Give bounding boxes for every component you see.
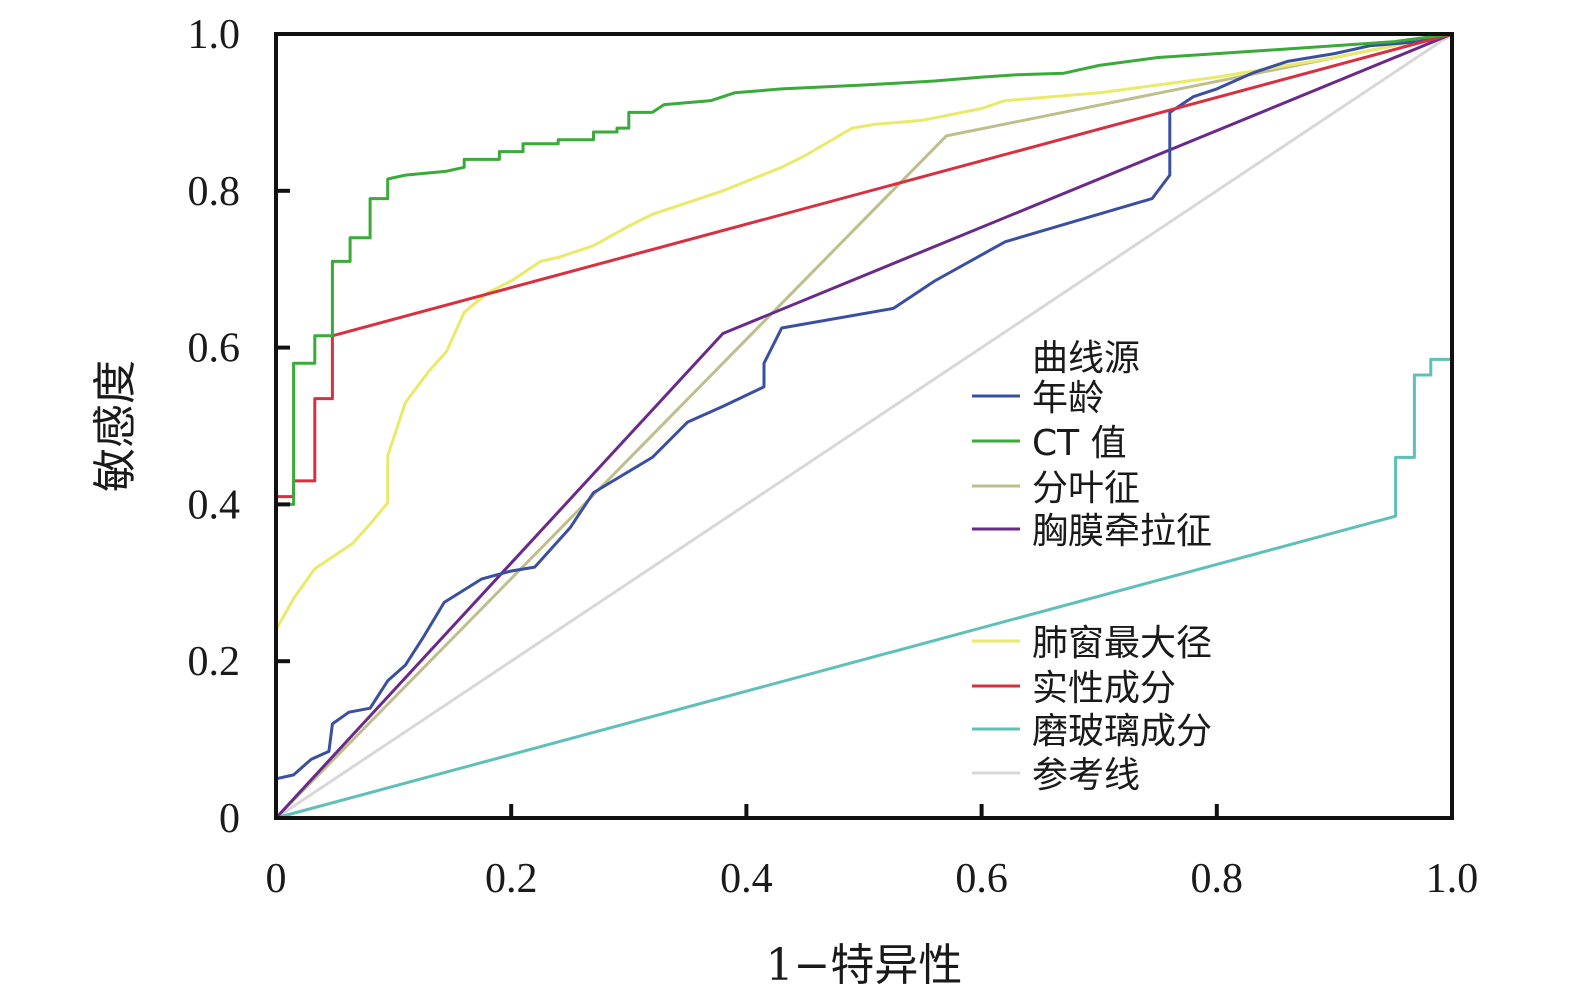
- x-tick-label: 0: [266, 856, 287, 902]
- x-tick-label: 0.2: [485, 856, 538, 902]
- y-tick-label: 0.2: [188, 639, 241, 685]
- x-axis-title: 1−特异性: [766, 940, 963, 991]
- legend-label: CT 值: [1032, 423, 1127, 464]
- series-line-4: [274, 32, 1453, 631]
- series-line-2: [274, 32, 1453, 820]
- series-line-5: [274, 32, 1453, 818]
- x-tick-label: 0.4: [720, 856, 773, 902]
- y-tick-label: 0.8: [188, 169, 241, 215]
- y-axis-title: 敏感度: [90, 360, 141, 492]
- y-axis: 0 0.2 0.4 0.6 0.8 1.0: [188, 12, 290, 842]
- legend-label: 分叶征: [1032, 468, 1140, 509]
- x-tick-label: 0.6: [955, 856, 1008, 902]
- legend-title: 曲线源: [1032, 338, 1140, 379]
- legend-label: 磨玻璃成分: [1032, 711, 1212, 752]
- series-line-0: [274, 32, 1453, 818]
- series-line-1: [274, 32, 1453, 818]
- legend-label: 年龄: [1032, 378, 1104, 419]
- series-line-7: [275, 32, 1453, 820]
- series-layer: [274, 32, 1454, 820]
- y-tick-label: 0.4: [188, 482, 241, 528]
- y-tick-label: 0: [219, 796, 240, 842]
- x-tick-label: 1.0: [1426, 856, 1479, 902]
- y-tick-label: 1.0: [188, 12, 241, 58]
- legend-label: 胸膜牵拉征: [1032, 511, 1212, 552]
- legend-label: 肺窗最大径: [1032, 623, 1212, 664]
- legend-label: 实性成分: [1032, 668, 1176, 709]
- x-axis: 0 0.2 0.4 0.6 0.8 1.0: [266, 804, 1479, 902]
- x-tick-label: 0.8: [1191, 856, 1244, 902]
- y-tick-label: 0.6: [188, 326, 241, 372]
- plot-frame: [274, 32, 1454, 820]
- series-line-6: [275, 34, 1454, 820]
- legend-label: 参考线: [1032, 755, 1140, 796]
- series-line-3: [274, 32, 1453, 820]
